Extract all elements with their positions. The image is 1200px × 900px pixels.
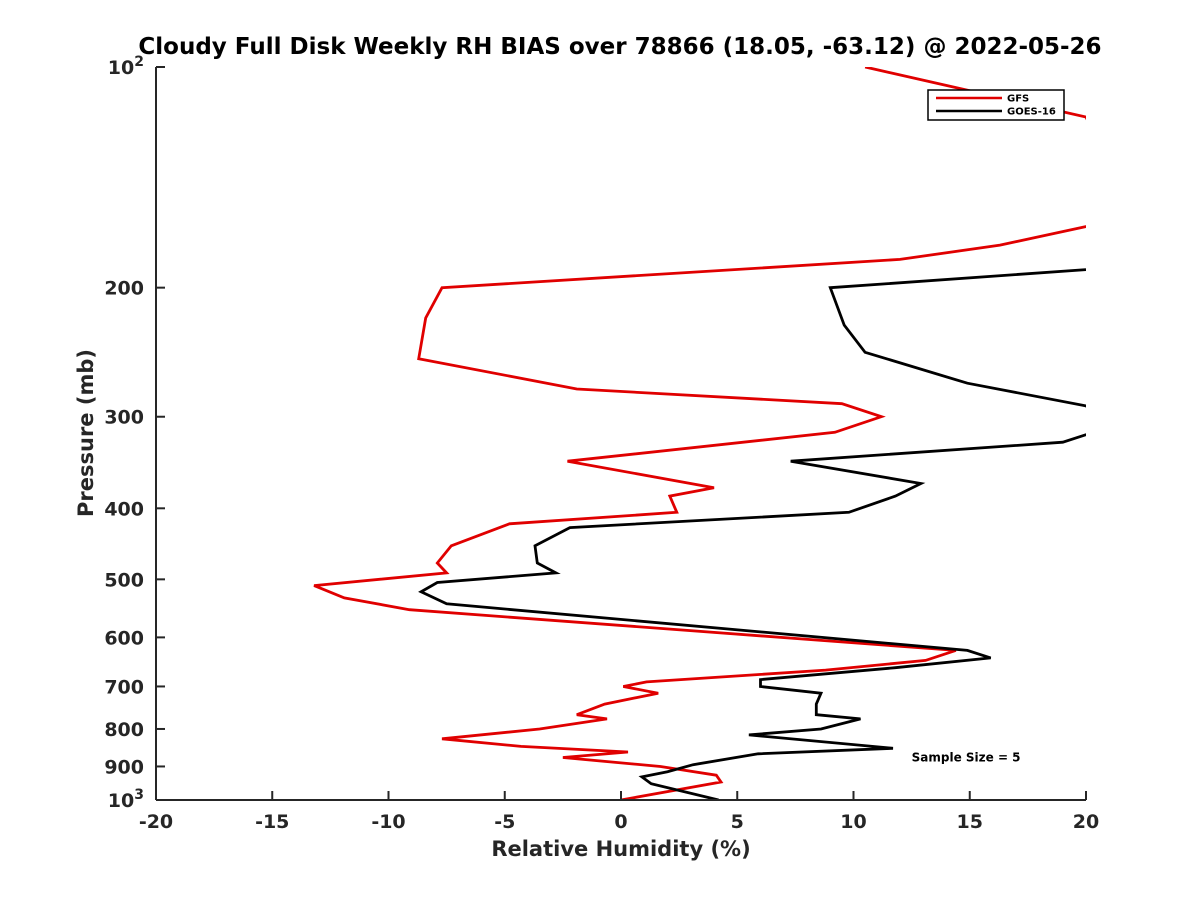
y-axis-ticks: 102 200 300 400 500 600 700 800 900 103 <box>104 54 165 812</box>
legend-label-gfs: GFS <box>1007 94 1029 105</box>
x-tick-label: 0 <box>614 811 627 833</box>
y-tick-label: 900 <box>104 756 144 778</box>
y-tick-label: 102 <box>108 54 144 79</box>
series-line-goes16 <box>418 268 1086 800</box>
plot-area <box>156 67 1086 800</box>
legend-label-goes16: GOES-16 <box>1007 107 1056 118</box>
y-tick-label: 800 <box>104 719 144 741</box>
y-tick-label: 200 <box>104 278 144 300</box>
x-tick-label: -15 <box>255 811 289 833</box>
x-tick-label: -5 <box>494 811 515 833</box>
y-tick-label: 500 <box>104 569 144 591</box>
x-axis-ticks: -20 -15 -10 -5 0 5 10 15 20 <box>139 791 1099 833</box>
x-axis-label: Relative Humidity (%) <box>491 837 750 861</box>
x-tick-label: 10 <box>840 811 866 833</box>
y-axis-label: Pressure (mb) <box>74 349 98 517</box>
x-tick-label: -20 <box>139 811 173 833</box>
y-tick-label: 600 <box>104 627 144 649</box>
series-layer <box>313 67 1086 800</box>
sample-size-annotation: Sample Size = 5 <box>912 750 1021 764</box>
y-tick-label: 700 <box>104 676 144 698</box>
x-tick-label: 20 <box>1073 811 1099 833</box>
x-tick-label: -10 <box>371 811 405 833</box>
legend: GFS GOES-16 <box>927 89 1065 121</box>
y-tick-label: 300 <box>104 407 144 429</box>
y-tick-label: 400 <box>104 498 144 520</box>
legend-box <box>927 89 1065 121</box>
y-tick-label: 103 <box>108 787 144 812</box>
series-line-gfs <box>313 67 1086 800</box>
x-tick-label: 5 <box>731 811 744 833</box>
chart-title: Cloudy Full Disk Weekly RH BIAS over 788… <box>138 34 1101 60</box>
x-tick-label: 15 <box>957 811 983 833</box>
